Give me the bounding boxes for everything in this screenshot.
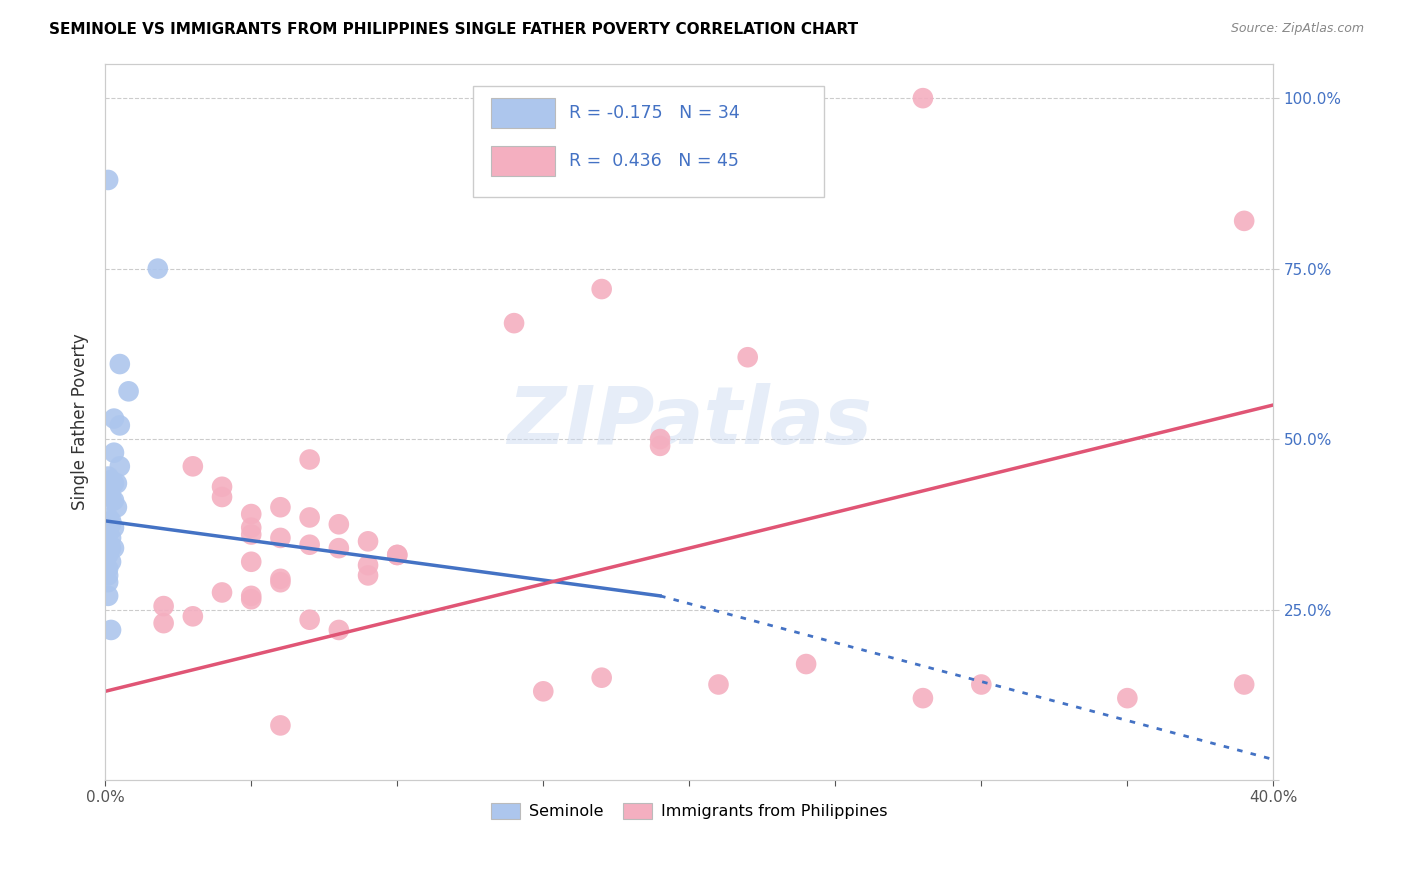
Point	[108, 418, 131, 433]
Point	[240, 521, 263, 535]
Point	[97, 527, 120, 541]
Point	[1233, 214, 1256, 228]
Text: R = -0.175   N = 34: R = -0.175 N = 34	[569, 104, 740, 122]
Point	[100, 514, 122, 528]
Point	[97, 486, 120, 500]
Point	[97, 469, 120, 483]
Point	[100, 623, 122, 637]
Point	[100, 473, 122, 487]
Point	[503, 316, 526, 330]
Point	[707, 677, 730, 691]
Point	[269, 531, 291, 545]
Point	[152, 616, 174, 631]
Point	[152, 599, 174, 613]
Point	[97, 589, 120, 603]
Point	[181, 459, 204, 474]
Point	[328, 517, 350, 532]
FancyBboxPatch shape	[474, 86, 824, 196]
Point	[103, 541, 125, 556]
Point	[97, 538, 120, 552]
Point	[97, 548, 120, 562]
Point	[103, 445, 125, 459]
Point	[97, 521, 120, 535]
Point	[211, 585, 233, 599]
Point	[97, 510, 120, 524]
Text: Source: ZipAtlas.com: Source: ZipAtlas.com	[1230, 22, 1364, 36]
Point	[328, 541, 350, 556]
Point	[298, 613, 321, 627]
Point	[103, 476, 125, 491]
Point	[387, 548, 409, 562]
Point	[269, 572, 291, 586]
Point	[108, 459, 131, 474]
Point	[103, 521, 125, 535]
Point	[357, 534, 380, 549]
Point	[103, 411, 125, 425]
Point	[240, 589, 263, 603]
Point	[97, 483, 120, 498]
Point	[105, 476, 128, 491]
Point	[146, 261, 169, 276]
Point	[103, 493, 125, 508]
Point	[97, 173, 120, 187]
Point	[1116, 691, 1139, 706]
Point	[240, 507, 263, 521]
Point	[591, 671, 613, 685]
Point	[531, 684, 554, 698]
Point	[357, 558, 380, 573]
Point	[211, 480, 233, 494]
Point	[298, 510, 321, 524]
FancyBboxPatch shape	[491, 146, 555, 177]
Point	[269, 575, 291, 590]
Point	[100, 531, 122, 545]
Text: SEMINOLE VS IMMIGRANTS FROM PHILIPPINES SINGLE FATHER POVERTY CORRELATION CHART: SEMINOLE VS IMMIGRANTS FROM PHILIPPINES …	[49, 22, 858, 37]
Point	[105, 500, 128, 515]
Point	[211, 490, 233, 504]
Point	[181, 609, 204, 624]
Point	[100, 541, 122, 556]
Point	[911, 91, 934, 105]
Point	[387, 548, 409, 562]
Point	[911, 691, 934, 706]
Point	[357, 568, 380, 582]
Point	[240, 592, 263, 607]
Text: ZIPatlas: ZIPatlas	[506, 383, 872, 461]
Legend: Seminole, Immigrants from Philippines: Seminole, Immigrants from Philippines	[485, 797, 894, 826]
Point	[737, 350, 759, 364]
Point	[298, 452, 321, 467]
Point	[970, 677, 993, 691]
Point	[648, 432, 671, 446]
Y-axis label: Single Father Poverty: Single Father Poverty	[72, 334, 89, 510]
Point	[100, 490, 122, 504]
Point	[117, 384, 139, 399]
Point	[298, 538, 321, 552]
Point	[97, 568, 120, 582]
Point	[328, 623, 350, 637]
Point	[97, 575, 120, 590]
Point	[648, 439, 671, 453]
Point	[591, 282, 613, 296]
Text: R =  0.436   N = 45: R = 0.436 N = 45	[569, 153, 738, 170]
Point	[269, 500, 291, 515]
Point	[97, 561, 120, 575]
Point	[240, 555, 263, 569]
Point	[100, 517, 122, 532]
Point	[240, 527, 263, 541]
Point	[100, 555, 122, 569]
Point	[1233, 677, 1256, 691]
Point	[794, 657, 817, 671]
Point	[108, 357, 131, 371]
FancyBboxPatch shape	[491, 98, 555, 128]
Point	[269, 718, 291, 732]
